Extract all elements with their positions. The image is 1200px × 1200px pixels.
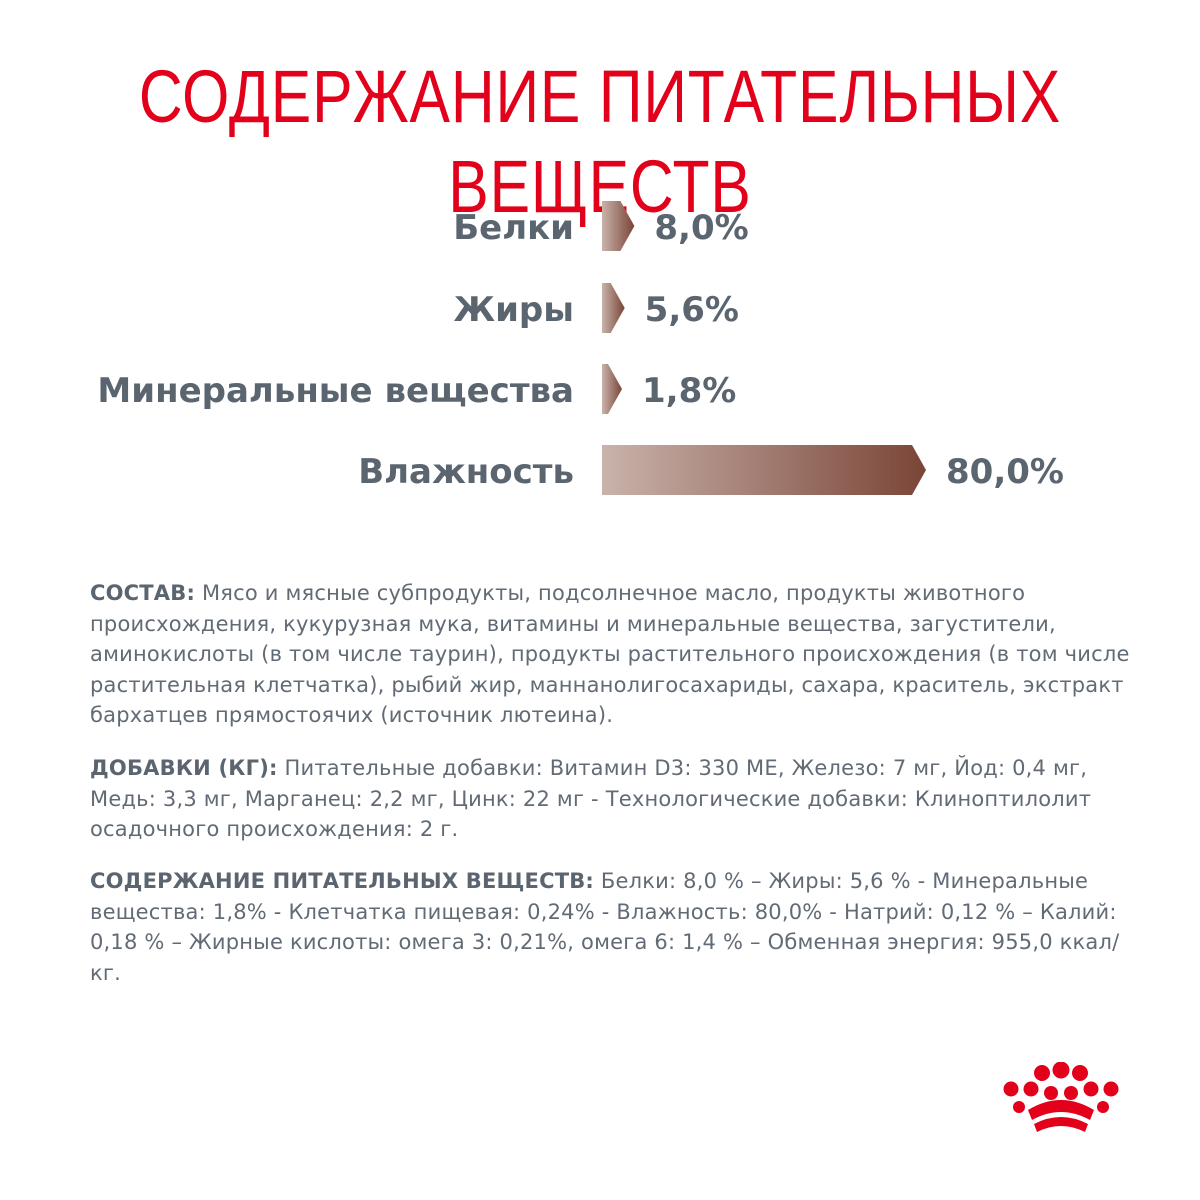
bar-1 xyxy=(602,283,625,333)
composition-label: СОСТАВ: xyxy=(90,581,196,605)
bar-3 xyxy=(602,445,926,495)
royal-crown-icon xyxy=(1003,1062,1119,1132)
value-label-0: 8,0% xyxy=(654,208,748,248)
nutrient-bar-chart: Белки 8,0% Жиры 5,6% Минеральные вещества 1,8… xyxy=(97,201,1064,495)
category-label-3: Влажность xyxy=(358,452,574,492)
value-label-1: 5,6% xyxy=(645,290,739,330)
composition-text: Мясо и мясные субпродукты, подсолнечное … xyxy=(90,581,1130,727)
additives-text: Питательные добавки: Витамин D3: 330 МЕ,… xyxy=(90,756,1092,841)
additives-paragraph: ДОБАВКИ (КГ): Питательные добавки: Витам… xyxy=(90,753,1140,845)
value-label-3: 80,0% xyxy=(946,452,1064,492)
additives-label: ДОБАВКИ (КГ): xyxy=(90,756,278,780)
nutrients-label: СОДЕРЖАНИЕ ПИТАТЕЛЬНЫХ ВЕЩЕСТВ: xyxy=(90,869,595,893)
bar-2 xyxy=(602,364,622,414)
category-label-0: Белки xyxy=(453,208,574,248)
composition-paragraph: СОСТАВ: Мясо и мясные субпродукты, подсо… xyxy=(90,578,1140,731)
page-title: СОДЕРЖАНИЕ ПИТАТЕЛЬНЫХ ВЕЩЕСТВ xyxy=(138,55,1062,228)
value-label-2: 1,8% xyxy=(642,371,736,411)
category-label-2: Минеральные вещества xyxy=(97,371,574,411)
bar-0 xyxy=(602,201,635,251)
nutrients-paragraph: СОДЕРЖАНИЕ ПИТАТЕЛЬНЫХ ВЕЩЕСТВ: Белки: 8… xyxy=(90,866,1140,988)
nutrients-text: Белки: 8,0 % – Жиры: 5,6 % - Минеральные… xyxy=(90,869,1120,985)
category-label-1: Жиры xyxy=(453,290,574,330)
